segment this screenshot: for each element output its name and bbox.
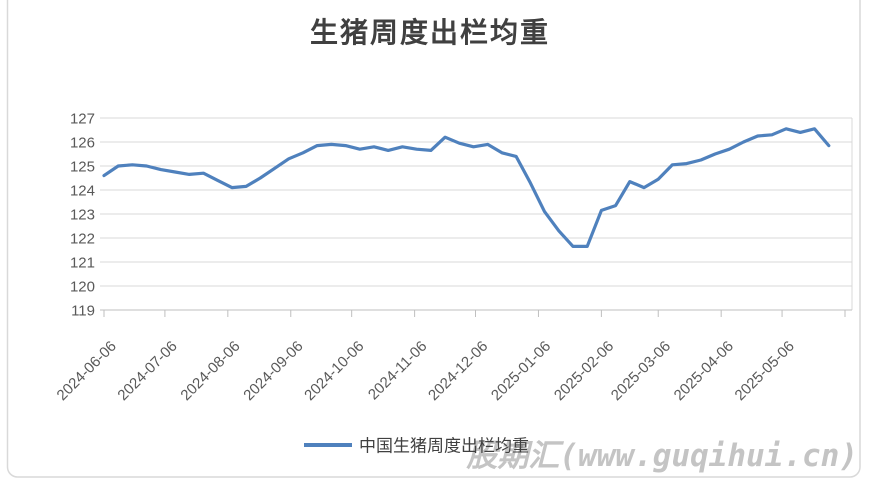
y-axis-label-124: 124 [70,183,95,200]
chart-border [6,0,861,478]
x-axis-label-2024-12-06: 2024-12-06 [425,338,491,404]
x-axis-label-2025-02-06: 2025-02-06 [551,338,617,404]
y-axis-label-123: 123 [70,207,95,224]
y-axis-label-127: 127 [70,111,95,128]
y-axis-label-126: 126 [70,135,95,152]
x-axis-label-2025-03-06: 2025-03-06 [608,338,674,404]
legend: 中国生猪周度出栏均重 [304,437,529,457]
x-axis-label-2024-07-06: 2024-07-06 [114,338,180,404]
series-line-weekly-average-weight [102,127,831,248]
x-axis-label-2024-11-06: 2024-11-06 [365,338,430,403]
y-axis-label-125: 125 [70,159,95,176]
watermark: 股期汇(www.guqihui.cn) [465,438,858,474]
x-axis-label-2025-01-06: 2025-01-06 [488,338,554,404]
y-axis-label-122: 122 [70,231,95,248]
chart-title: 生猪周度出栏均重 [309,16,550,49]
y-axis-labels: 119 120 121 122 123 124 125 126 127 [70,111,95,320]
y-axis-label-119: 119 [71,303,95,320]
x-axis-labels: 2024-06-062024-07-062024-08-062024-09-06… [54,338,798,404]
x-axis [100,309,852,317]
x-axis-label-2025-04-06: 2025-04-06 [671,338,737,404]
x-axis-label-2024-09-06: 2024-09-06 [240,338,306,404]
x-axis-label-2024-08-06: 2024-08-06 [177,338,243,404]
legend-label: 中国生猪周度出栏均重 [359,437,529,457]
y-axis-label-120: 120 [70,279,95,296]
gridlines [100,117,853,310]
x-axis-label-2024-06-06: 2024-06-06 [54,338,120,404]
y-axis-label-121: 121 [70,255,95,272]
x-axis-label-2025-05-06: 2025-05-06 [732,338,798,404]
x-axis-label-2024-10-06: 2024-10-06 [301,338,367,404]
